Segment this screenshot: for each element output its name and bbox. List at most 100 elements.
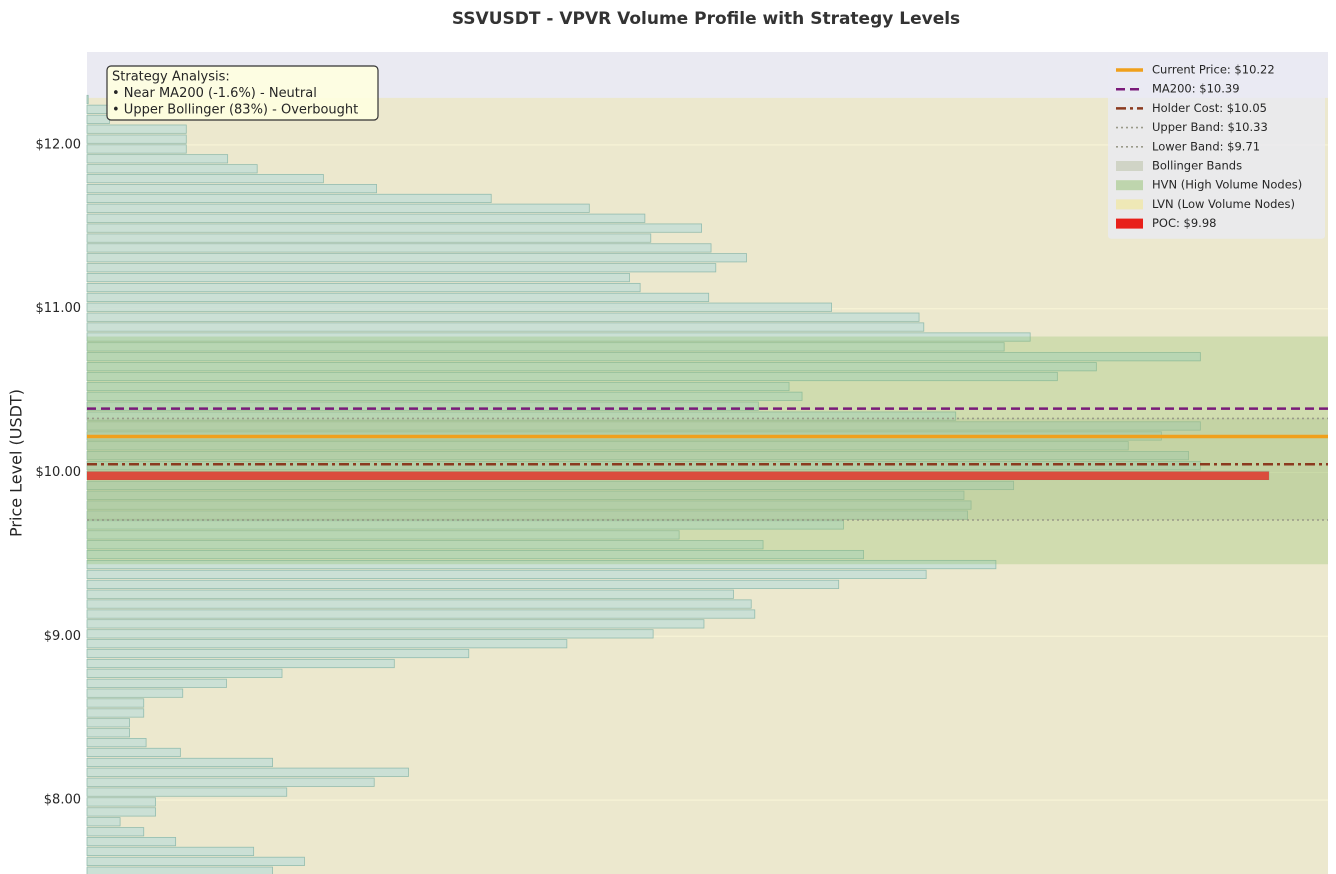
volume-bar: [86, 253, 747, 263]
volume-bar: [86, 777, 375, 787]
legend-label: Upper Band: $10.33: [1152, 120, 1268, 134]
volume-bar: [86, 728, 130, 738]
volume-bar: [86, 540, 764, 550]
volume-bar: [86, 451, 1189, 461]
y-tick-label: $10.00: [36, 465, 82, 480]
chart-title: SSVUSDT - VPVR Volume Profile with Strat…: [452, 9, 960, 29]
volume-bar: [86, 648, 470, 659]
y-tick-label: $9.00: [44, 629, 81, 644]
volume-bar: [86, 658, 395, 669]
legend-label: Holder Cost: $10.05: [1152, 101, 1267, 115]
volume-bar: [86, 342, 1005, 352]
volume-bar: [86, 738, 147, 748]
volume-bar: [86, 94, 89, 105]
volume-bar: [86, 579, 840, 589]
y-tick-label: $12.00: [36, 137, 82, 152]
volume-bar: [86, 263, 717, 273]
legend-patch: [1116, 218, 1143, 229]
volume-bar: [86, 332, 1031, 342]
volume-bar: [86, 282, 641, 293]
volume-bar: [86, 490, 965, 500]
legend-box: [1108, 58, 1325, 239]
volume-bar: [86, 846, 255, 856]
legend-label: Current Price: $10.22: [1152, 63, 1275, 77]
volume-bar: [86, 639, 568, 649]
volume-bar: [86, 193, 492, 204]
volume-bar: [86, 787, 288, 797]
volume-bar: [86, 866, 273, 874]
volume-bar: [86, 401, 759, 411]
volume-bar: [86, 322, 925, 332]
volume-bar: [86, 797, 156, 807]
volume-bar: [86, 520, 844, 530]
volume-bar: [86, 292, 710, 302]
volume-bar: [86, 827, 145, 837]
legend-label: Lower Band: $9.71: [1152, 139, 1260, 153]
y-tick-label: $8.00: [44, 793, 81, 808]
volume-bar: [86, 312, 920, 322]
volume-bar: [86, 362, 1097, 372]
volume-bar: [86, 619, 705, 629]
volume-bar: [86, 154, 229, 164]
volume-bar: [86, 559, 997, 570]
volume-bar: [86, 461, 1201, 471]
volume-bar: [86, 213, 646, 223]
annotation-text: • Upper Bollinger (83%) - Overbought: [112, 103, 358, 118]
volume-bar: [86, 124, 187, 134]
volume-bar: [86, 272, 630, 283]
y-tick-label: $11.00: [36, 301, 82, 316]
volume-bar: [86, 164, 258, 174]
volume-bar: [86, 678, 227, 688]
volume-bar: [86, 629, 654, 639]
volume-bar: [86, 718, 130, 728]
volume-bar: [86, 421, 1201, 431]
legend-patch: [1116, 180, 1143, 191]
volume-bar: [86, 134, 187, 144]
volume-bar: [86, 144, 187, 154]
volume-bar: [86, 114, 110, 124]
volume-bar: [86, 104, 110, 114]
zone: [87, 336, 1328, 565]
volume-bar: [86, 817, 121, 827]
volume-bar: [86, 569, 927, 579]
annotation-text: • Near MA200 (-1.6%) - Neutral: [112, 86, 317, 101]
volume-bar: [86, 480, 1015, 491]
annotation-box: [106, 65, 379, 121]
y-axis-label: Price Level (USDT): [7, 389, 26, 537]
volume-bar: [86, 856, 305, 866]
volume-bar: [86, 203, 590, 213]
volume-bar: [86, 589, 734, 599]
legend-patch: [1116, 199, 1143, 210]
volume-bar: [86, 243, 712, 253]
volume-bar: [86, 668, 283, 678]
volume-bar: [86, 698, 145, 708]
volume-bar: [86, 441, 1129, 451]
volume-bar: [86, 352, 1201, 362]
volume-bar: [86, 391, 803, 401]
volume-bar: [86, 381, 790, 392]
volume-bar: [86, 500, 972, 510]
volume-bar: [86, 549, 864, 560]
volume-bar: [86, 708, 145, 718]
volume-bar: [86, 807, 156, 817]
volume-bar: [86, 757, 273, 768]
legend-patch: [1116, 161, 1143, 171]
volume-bar: [86, 233, 652, 243]
volume-bar: [86, 609, 756, 619]
volume-bar: [86, 184, 377, 194]
volume-bar: [86, 530, 680, 540]
annotation-text: Strategy Analysis:: [112, 70, 230, 85]
volume-bar: [86, 688, 184, 698]
legend-label: HVN (High Volume Nodes): [1152, 178, 1302, 192]
legend-label: MA200: $10.39: [1152, 82, 1240, 96]
volume-bar: [86, 836, 177, 847]
volume-bar: [86, 599, 752, 609]
volume-bar: [86, 767, 409, 777]
poc-bar: [87, 471, 1269, 480]
volume-bar: [86, 371, 1058, 382]
volume-bar: [86, 223, 702, 233]
volume-bar: [86, 747, 181, 758]
volume-bar: [86, 302, 832, 312]
volume-bar: [86, 411, 957, 421]
